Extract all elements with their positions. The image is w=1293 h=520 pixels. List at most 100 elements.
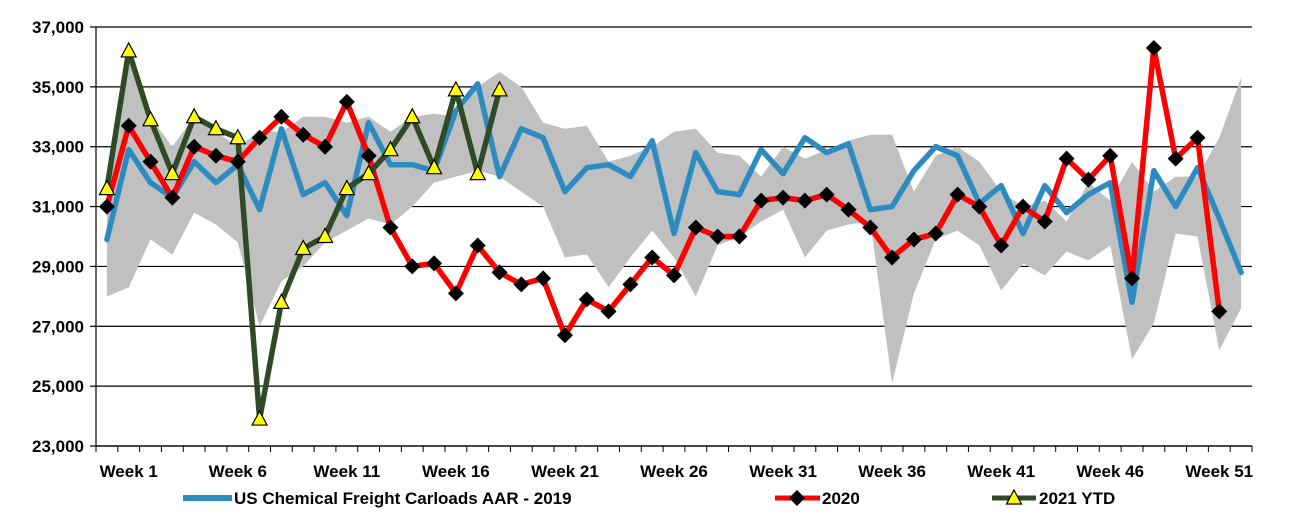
data-point-2020 xyxy=(644,249,661,266)
data-point-2020 xyxy=(295,126,312,143)
y-tick-label: 29,000 xyxy=(32,257,84,276)
x-axis: Week 1 Week 6 Week 11 Week 16 Week 21 Week 26… xyxy=(95,445,1253,481)
series-line-2020 xyxy=(104,45,1223,339)
data-point-2020 xyxy=(1167,150,1184,167)
data-point-2020 xyxy=(731,228,748,245)
data-point-2020 xyxy=(884,249,901,266)
series-markers xyxy=(98,39,1228,426)
data-point-2020 xyxy=(840,201,857,218)
data-point-2020 xyxy=(535,270,552,287)
data-point-2020 xyxy=(949,186,966,203)
data-point-2020 xyxy=(1124,270,1141,287)
data-point-2020 xyxy=(338,93,355,110)
y-tick-label: 27,000 xyxy=(32,317,84,336)
data-point-2021-ytd xyxy=(120,41,138,58)
data-point-2020 xyxy=(578,291,595,308)
data-point-2021-ytd xyxy=(98,179,116,196)
data-point-2021-ytd xyxy=(469,164,487,181)
data-point-2021-ytd xyxy=(185,107,203,124)
data-point-2020 xyxy=(1080,171,1097,188)
data-point-2020 xyxy=(687,219,704,236)
data-point-2020 xyxy=(818,186,835,203)
data-point-2020 xyxy=(775,189,792,206)
data-point-2020 xyxy=(753,192,770,209)
data-point-2020 xyxy=(556,327,573,344)
y-tick-label: 37,000 xyxy=(32,18,84,37)
x-tick-label: Week 51 xyxy=(1185,462,1253,481)
data-point-2020 xyxy=(447,285,464,302)
data-point-2021-ytd xyxy=(403,107,421,124)
data-point-2021-ytd xyxy=(447,80,465,97)
data-point-2020 xyxy=(1189,129,1206,146)
data-point-2021-ytd xyxy=(425,158,443,175)
data-point-2020 xyxy=(317,138,334,155)
x-tick-label: Week 31 xyxy=(749,462,817,481)
x-tick-label: Week 11 xyxy=(313,462,380,481)
y-tick-label: 33,000 xyxy=(32,138,84,157)
data-point-2020 xyxy=(469,237,486,254)
data-point-2021-ytd xyxy=(316,227,334,244)
y-tick-label: 25,000 xyxy=(32,377,84,396)
data-point-2021-ytd xyxy=(229,128,247,145)
data-point-2020 xyxy=(382,219,399,236)
data-point-2021-ytd xyxy=(142,110,160,127)
data-point-2021-ytd xyxy=(381,140,399,157)
data-point-2020 xyxy=(600,303,617,320)
data-point-2021-ytd xyxy=(491,80,509,97)
data-point-2020 xyxy=(142,153,159,170)
data-point-2020 xyxy=(273,108,290,125)
data-point-2020 xyxy=(971,198,988,215)
data-point-2020 xyxy=(796,192,813,209)
y-tick-label: 31,000 xyxy=(32,198,84,217)
data-point-2020 xyxy=(622,276,639,293)
data-point-2020 xyxy=(905,231,922,248)
legend-marker-2021-ytd xyxy=(1005,488,1023,505)
x-tick-label: Week 36 xyxy=(858,462,926,481)
data-point-2020 xyxy=(120,117,137,134)
data-point-2020 xyxy=(207,147,224,164)
data-point-2020 xyxy=(1211,303,1228,320)
x-tick-label: Week 26 xyxy=(640,462,708,481)
legend-label-2020: 2020 xyxy=(822,489,860,508)
data-point-2021-ytd xyxy=(338,179,356,196)
data-point-2021-ytd xyxy=(163,164,181,181)
data-point-2020 xyxy=(927,225,944,242)
data-point-2020 xyxy=(164,189,181,206)
data-point-2020 xyxy=(993,237,1010,254)
data-point-2020 xyxy=(1102,147,1119,164)
data-point-2021-ytd xyxy=(294,239,312,256)
data-point-2021-ytd xyxy=(251,409,269,426)
data-point-2020 xyxy=(1058,150,1075,167)
x-tick-label: Week 16 xyxy=(422,462,490,481)
data-point-2020 xyxy=(709,228,726,245)
y-tick-label: 23,000 xyxy=(32,437,84,456)
data-point-2020 xyxy=(1145,39,1162,56)
data-point-2021-ytd xyxy=(207,119,225,136)
legend-label-2021-ytd: 2021 YTD xyxy=(1039,489,1115,508)
data-point-2020 xyxy=(404,258,421,275)
data-point-2020 xyxy=(513,276,530,293)
data-point-2020 xyxy=(426,255,443,272)
legend: US Chemical Freight Carloads AAR - 2019 2… xyxy=(183,488,1115,508)
data-point-2020 xyxy=(491,264,508,281)
x-tick-label: Week 21 xyxy=(531,462,599,481)
y-axis-tick-labels: 23,000 25,000 27,000 29,000 31,000 33,000 35,0… xyxy=(32,18,84,456)
data-point-2020 xyxy=(98,198,115,215)
data-point-2020 xyxy=(1014,198,1031,215)
legend-label-2019: US Chemical Freight Carloads AAR - 2019 xyxy=(234,489,572,508)
x-tick-label: Week 6 xyxy=(209,462,267,481)
data-point-2021-ytd xyxy=(272,293,290,309)
data-point-2020 xyxy=(251,129,268,146)
x-tick-label: Week 1 xyxy=(100,462,158,481)
legend-marker-2020 xyxy=(789,490,805,506)
y-tick-label: 35,000 xyxy=(32,78,84,97)
x-tick-label: Week 46 xyxy=(1076,462,1144,481)
data-point-2021-ytd xyxy=(360,164,378,181)
data-point-2020 xyxy=(186,138,203,155)
data-point-2020 xyxy=(666,267,682,284)
data-point-2020 xyxy=(862,219,879,236)
x-tick-label: Week 41 xyxy=(967,462,1035,481)
data-point-2020 xyxy=(1036,213,1053,230)
range-band-2019 xyxy=(106,56,1242,384)
